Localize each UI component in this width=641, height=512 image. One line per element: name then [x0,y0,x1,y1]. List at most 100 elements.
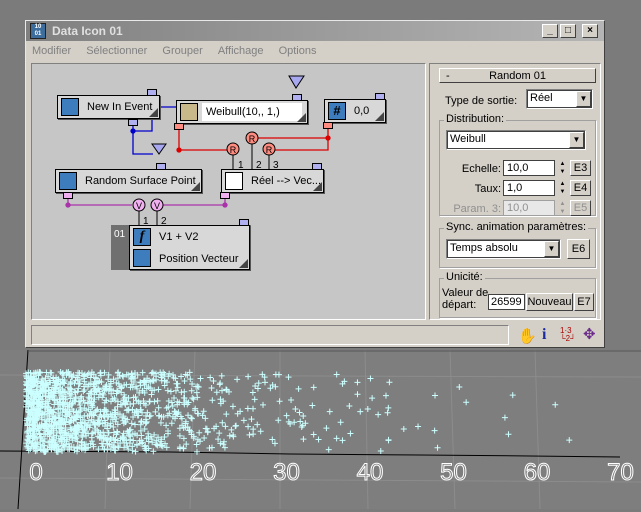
param3-label: Param. 3: [453,203,501,215]
particle [160,413,167,420]
pan-hand-icon[interactable]: ✋ [518,328,537,345]
vector-output-port[interactable] [63,192,73,199]
particle [92,409,99,416]
particle [133,383,140,390]
particle [310,384,317,391]
real-output-port[interactable] [323,122,333,129]
menu-grouper[interactable]: Grouper [162,45,203,57]
particle [113,415,120,422]
particle [325,446,332,453]
particle [45,400,52,407]
particle [193,389,200,396]
particle [174,380,181,387]
rate-wire-button[interactable]: E4 [570,180,591,196]
particle [140,378,147,385]
particle [74,444,81,451]
output-port[interactable] [375,93,385,100]
particle [58,421,65,428]
particle [364,406,371,413]
particle [202,415,209,422]
particle [245,373,252,380]
param3-field[interactable]: 10,0 [503,200,555,216]
output-port[interactable] [312,163,322,170]
seed-field[interactable]: 26599 [488,294,525,310]
param3-wire-button[interactable]: E5 [570,200,591,216]
particle [165,430,172,437]
rate-field[interactable]: 1,0 [503,180,555,196]
input-port[interactable] [156,163,166,170]
node-weibull[interactable]: Weibull(10,, 1,) [176,100,308,124]
node-real-to-vector[interactable]: Réel --> Vec... [221,169,324,193]
output-port[interactable] [147,89,157,96]
dropdown-arrow-icon: ▼ [544,241,559,257]
wire-junction-triangle [288,75,305,89]
input-port[interactable] [292,94,302,101]
scale-field[interactable]: 10,0 [503,160,555,176]
title-bar[interactable]: 10 01 Data Icon 01 _ □ × [26,21,604,41]
particle [248,416,255,423]
particle [152,441,159,448]
info-icon[interactable]: i [542,326,547,343]
particle [431,427,438,434]
output-type-dropdown[interactable]: Réel ▼ [526,89,593,109]
particle [139,369,146,376]
rate-spinner[interactable]: ▲ ▼ [559,181,566,195]
particle [110,443,117,450]
particle [59,409,66,416]
move-view-icon[interactable]: ✥ [583,326,596,343]
scale-wire-button[interactable]: E3 [570,160,591,176]
particle [129,447,136,454]
node-sum-group[interactable]: 01 f V1 + V2 Position Vecteur [111,225,251,270]
maximize-button[interactable]: □ [560,24,576,38]
node-constant[interactable]: # 0,0 [324,99,386,123]
minimize-button[interactable]: _ [542,24,558,38]
particle [315,436,322,443]
particle [220,438,227,445]
viewport[interactable]: 0 10 20 30 40 50 60 70 [0,349,641,510]
rollout-header[interactable]: - Random 01 [439,68,596,83]
dropdown-arrow-icon: ▼ [569,132,584,148]
menu-options[interactable]: Options [278,45,317,57]
node-new-in-event[interactable]: New In Event [57,95,160,119]
menu-selectionner[interactable]: Sélectionner [86,45,148,57]
scale-spinner[interactable]: ▲ ▼ [559,161,566,175]
particle [194,436,201,443]
param3-spinner[interactable]: ▲ ▼ [559,201,566,215]
particle [385,404,392,411]
sync-wire-button[interactable]: E6 [567,239,590,259]
graph-canvas[interactable]: R R R V V 1 2 3 1 2 New In Event Weibull… [31,63,426,320]
particle [215,436,222,443]
output-port[interactable] [239,219,249,226]
particle [297,418,304,425]
new-seed-button[interactable]: Nouveau [526,293,573,311]
particle [152,408,159,415]
particle [150,448,157,455]
sync-dropdown[interactable]: Temps absolu ▼ [446,239,561,259]
particle [100,434,107,441]
particle [77,406,84,413]
particle [382,392,389,399]
particle [66,446,73,453]
node-random-surface-point[interactable]: Random Surface Point [55,169,202,193]
seed-wire-button[interactable]: E7 [574,293,594,311]
menu-affichage[interactable]: Affichage [217,45,264,57]
particle [234,376,241,383]
particle [81,375,88,382]
menu-modifier[interactable]: Modifier [32,45,72,57]
particle [259,371,266,378]
numbering-icon[interactable]: 1·3 └2┘ [560,326,576,343]
particle [230,431,237,438]
particle [114,437,121,444]
vector-output-port[interactable] [220,192,230,199]
particle [87,374,94,381]
close-button[interactable]: × [582,24,598,38]
real-output-port[interactable] [174,123,184,130]
node-label: Réel --> Vec... [251,175,322,187]
distribution-dropdown[interactable]: Weibull ▼ [446,130,586,150]
particle [92,428,99,435]
particle [216,430,223,437]
particle [101,446,108,453]
particle [133,441,140,448]
event-output-port[interactable] [128,119,138,126]
particle [114,375,121,382]
